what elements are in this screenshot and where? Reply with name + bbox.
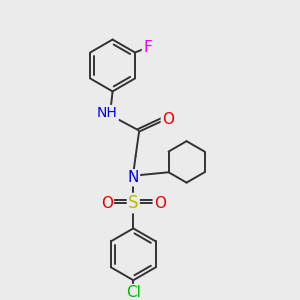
Text: O: O [101,196,113,211]
Text: N: N [128,170,139,185]
Text: F: F [143,40,152,55]
Text: S: S [128,194,139,212]
Text: O: O [154,196,166,211]
Text: O: O [162,112,174,127]
Text: NH: NH [97,106,118,120]
Text: Cl: Cl [126,285,141,300]
